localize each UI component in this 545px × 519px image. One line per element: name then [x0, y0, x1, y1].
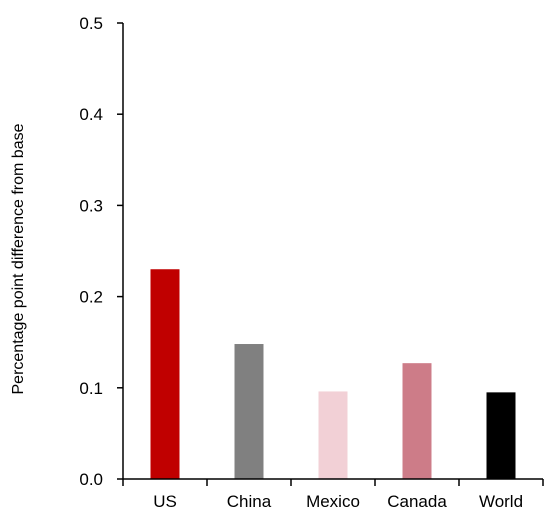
bars	[150, 269, 516, 479]
y-tick-label: 0.5	[79, 14, 103, 33]
x-axis-labels: US China Mexico Canada World	[153, 492, 523, 511]
y-tick-label: 0.3	[79, 196, 103, 215]
x-tick-label: US	[153, 492, 177, 511]
x-tick-label: World	[479, 492, 523, 511]
x-tick-label: Canada	[387, 492, 447, 511]
bar-canada	[402, 363, 432, 479]
bar-world	[486, 392, 516, 479]
y-tick-label: 0.2	[79, 288, 103, 307]
y-tick-label: 0.1	[79, 379, 103, 398]
x-tick-label: Mexico	[306, 492, 360, 511]
x-tick-label: China	[227, 492, 272, 511]
y-axis-title: Percentage point difference from base	[10, 123, 27, 394]
x-axis-ticks	[122, 479, 544, 486]
y-axis-ticks: 0.0 0.1 0.2 0.3 0.4 0.5	[79, 14, 123, 489]
y-tick-label: 0.0	[79, 470, 103, 489]
bar-mexico	[318, 391, 348, 479]
bar-china	[234, 344, 264, 479]
bar-us	[150, 269, 180, 479]
y-tick-label: 0.4	[79, 105, 103, 124]
